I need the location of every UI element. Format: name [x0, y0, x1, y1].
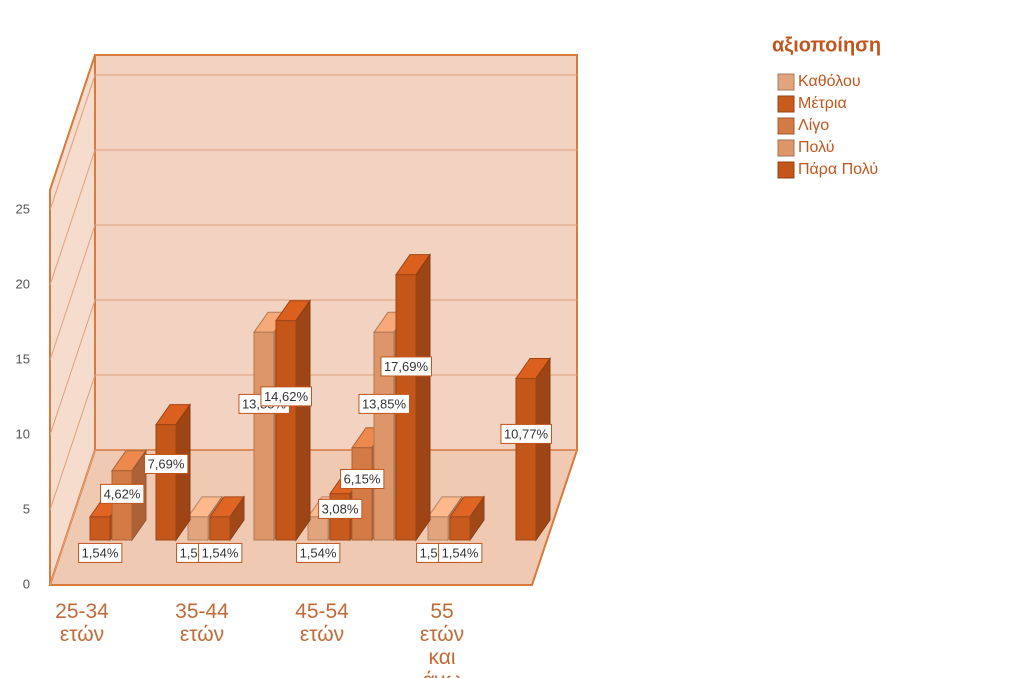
y-tick-label: 25 — [16, 201, 30, 216]
bar-front — [275, 320, 297, 541]
bar — [449, 495, 485, 542]
legend-label: Πάρα Πολύ — [798, 161, 878, 178]
bar-side — [295, 299, 311, 542]
bar-side — [415, 253, 431, 542]
value-label-box — [100, 483, 145, 504]
value-label-box — [438, 542, 483, 563]
value-label-box — [318, 498, 363, 519]
bar-side — [535, 356, 551, 542]
legend-label: Καθόλου — [798, 73, 861, 90]
legend-label: Λίγο — [798, 117, 829, 134]
bar — [515, 356, 551, 542]
bar-front — [111, 470, 133, 541]
bar-front — [187, 516, 209, 541]
bar — [155, 403, 191, 542]
legend-label: Πολύ — [798, 139, 835, 156]
bar-front — [307, 516, 329, 541]
value-label-box — [380, 356, 432, 377]
bar-front — [515, 377, 537, 541]
bar-front — [209, 516, 231, 541]
bar-front — [351, 447, 373, 541]
legend-title: αξιοποίηση — [772, 34, 881, 56]
value-label: 1,54% — [300, 545, 337, 560]
value-label: 1,54% — [82, 545, 119, 560]
legend-swatch — [777, 161, 795, 179]
bar-front — [253, 331, 275, 541]
legend-swatch — [777, 73, 795, 91]
grid-line — [49, 74, 577, 211]
value-label: 4,62% — [104, 486, 141, 501]
value-label: 7,69% — [148, 456, 185, 471]
value-label: 3,08% — [322, 501, 359, 516]
grid-line — [49, 224, 577, 361]
value-label-box — [500, 423, 552, 444]
y-tick-label: 10 — [16, 426, 30, 441]
legend-label: Μέτρια — [798, 95, 847, 112]
value-label-box — [198, 542, 243, 563]
value-label: 17,69% — [384, 359, 429, 374]
value-label: 1,54% — [442, 545, 479, 560]
x-tick-label: 55 ετών και άνω — [419, 600, 465, 678]
legend-swatch — [777, 139, 795, 157]
bar-front — [89, 516, 111, 541]
y-tick-label: 15 — [16, 351, 30, 366]
x-tick-label: 25-34 ετών — [55, 600, 109, 646]
bar — [209, 495, 245, 542]
legend-swatch — [777, 117, 795, 135]
value-label-box — [260, 386, 312, 407]
value-label-box — [144, 453, 189, 474]
value-label: 6,15% — [344, 471, 381, 486]
grid-line — [49, 149, 577, 286]
y-tick-label: 5 — [23, 501, 30, 516]
x-tick-label: 45-54 ετών — [295, 600, 349, 646]
value-label-box — [358, 393, 410, 414]
y-tick-label: 20 — [16, 276, 30, 291]
x-tick-label: 35-44 ετών — [175, 600, 229, 646]
bar — [275, 299, 311, 542]
back-wall — [94, 54, 578, 451]
value-label-box — [296, 542, 341, 563]
value-label: 13,85% — [362, 396, 407, 411]
value-label: 10,77% — [504, 426, 549, 441]
value-label-box — [340, 468, 385, 489]
y-tick-label: 0 — [23, 576, 30, 591]
bar-front — [427, 516, 449, 541]
legend-swatch — [777, 95, 795, 113]
value-label-box — [78, 542, 123, 563]
value-label: 14,62% — [264, 389, 309, 404]
bar-front — [449, 516, 471, 541]
value-label: 1,54% — [202, 545, 239, 560]
bar-front — [155, 424, 177, 541]
